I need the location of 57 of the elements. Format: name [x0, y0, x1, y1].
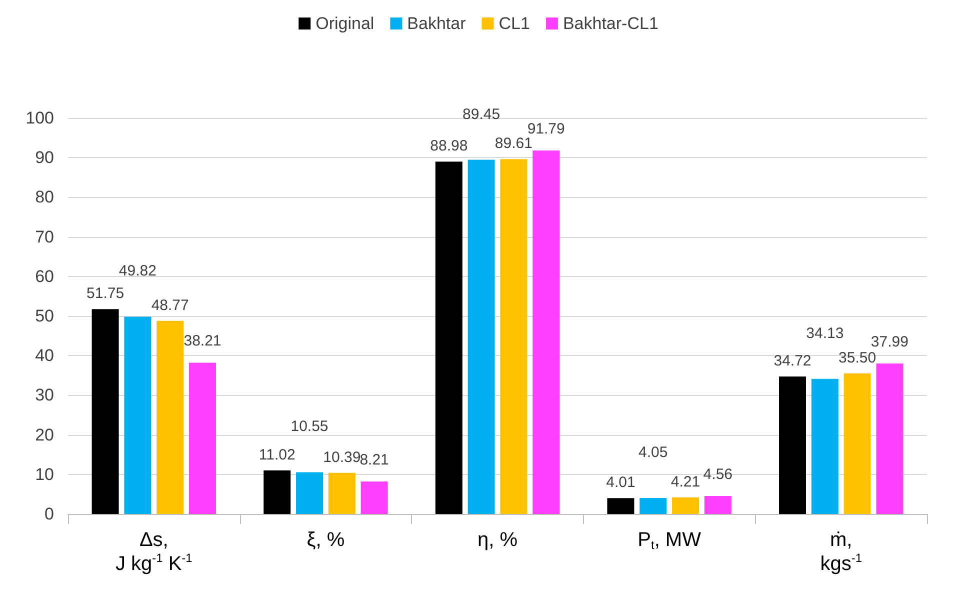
data-label: 48.77: [151, 296, 189, 314]
y-tick-label: 90: [35, 148, 54, 168]
legend-label: Bakhtar-CL1: [562, 14, 658, 33]
bar: [844, 373, 871, 514]
y-tick-label: 60: [35, 266, 54, 286]
data-label: 11.02: [258, 446, 296, 464]
data-label: 10.55: [290, 418, 328, 436]
data-label: 38.21: [184, 332, 222, 350]
bar: [264, 470, 291, 514]
data-label: 37.99: [870, 334, 908, 351]
y-tick-label: 30: [35, 386, 54, 405]
bar: [296, 472, 323, 514]
y-tick-label: 10: [35, 464, 54, 484]
data-label: 35.50: [838, 349, 876, 366]
data-label: 89.45: [462, 106, 500, 123]
y-tick-label: 80: [35, 188, 54, 207]
data-label: 88.98: [430, 138, 468, 155]
bar: [124, 316, 152, 514]
y-tick-label: 50: [35, 306, 54, 326]
x-tick-label: ξ, %: [306, 529, 345, 551]
x-tick-label: η, %: [477, 529, 518, 551]
data-label: 4.05: [638, 444, 668, 461]
y-tick-label: 100: [26, 108, 54, 128]
bar: [640, 498, 667, 514]
data-label: 49.82: [118, 262, 156, 280]
bar: [189, 362, 216, 514]
data-label: 4.56: [703, 466, 732, 483]
legend-label: CL1: [498, 14, 530, 33]
bar: [876, 364, 904, 514]
bar: [328, 472, 356, 514]
legend-label: Bakhtar: [407, 14, 466, 33]
bar: [607, 498, 634, 514]
y-tick-label: 0: [44, 504, 54, 524]
bar: [156, 320, 184, 514]
bar: [360, 481, 388, 514]
data-label: 8.21: [360, 451, 389, 468]
data-label: 34.72: [774, 352, 812, 370]
bar: [468, 160, 495, 514]
data-label: 4.01: [606, 474, 636, 492]
bar: [672, 497, 699, 514]
y-tick-label: 70: [35, 227, 54, 246]
bar: [500, 159, 528, 514]
bar: [435, 162, 462, 514]
bar: [811, 378, 838, 514]
data-label: 91.79: [527, 120, 565, 138]
bar: [779, 376, 806, 514]
data-label: 34.13: [806, 324, 844, 342]
bar: [92, 309, 119, 514]
data-label: 10.39: [323, 448, 361, 466]
bar: [704, 496, 732, 514]
y-tick-label: 20: [35, 425, 54, 444]
data-label: 51.75: [86, 285, 124, 302]
data-label: 4.21: [670, 473, 700, 490]
data-label: 89.61: [494, 135, 532, 152]
legend-label: Original: [316, 14, 374, 33]
bar: [532, 150, 560, 514]
y-tick-label: 40: [35, 346, 54, 366]
